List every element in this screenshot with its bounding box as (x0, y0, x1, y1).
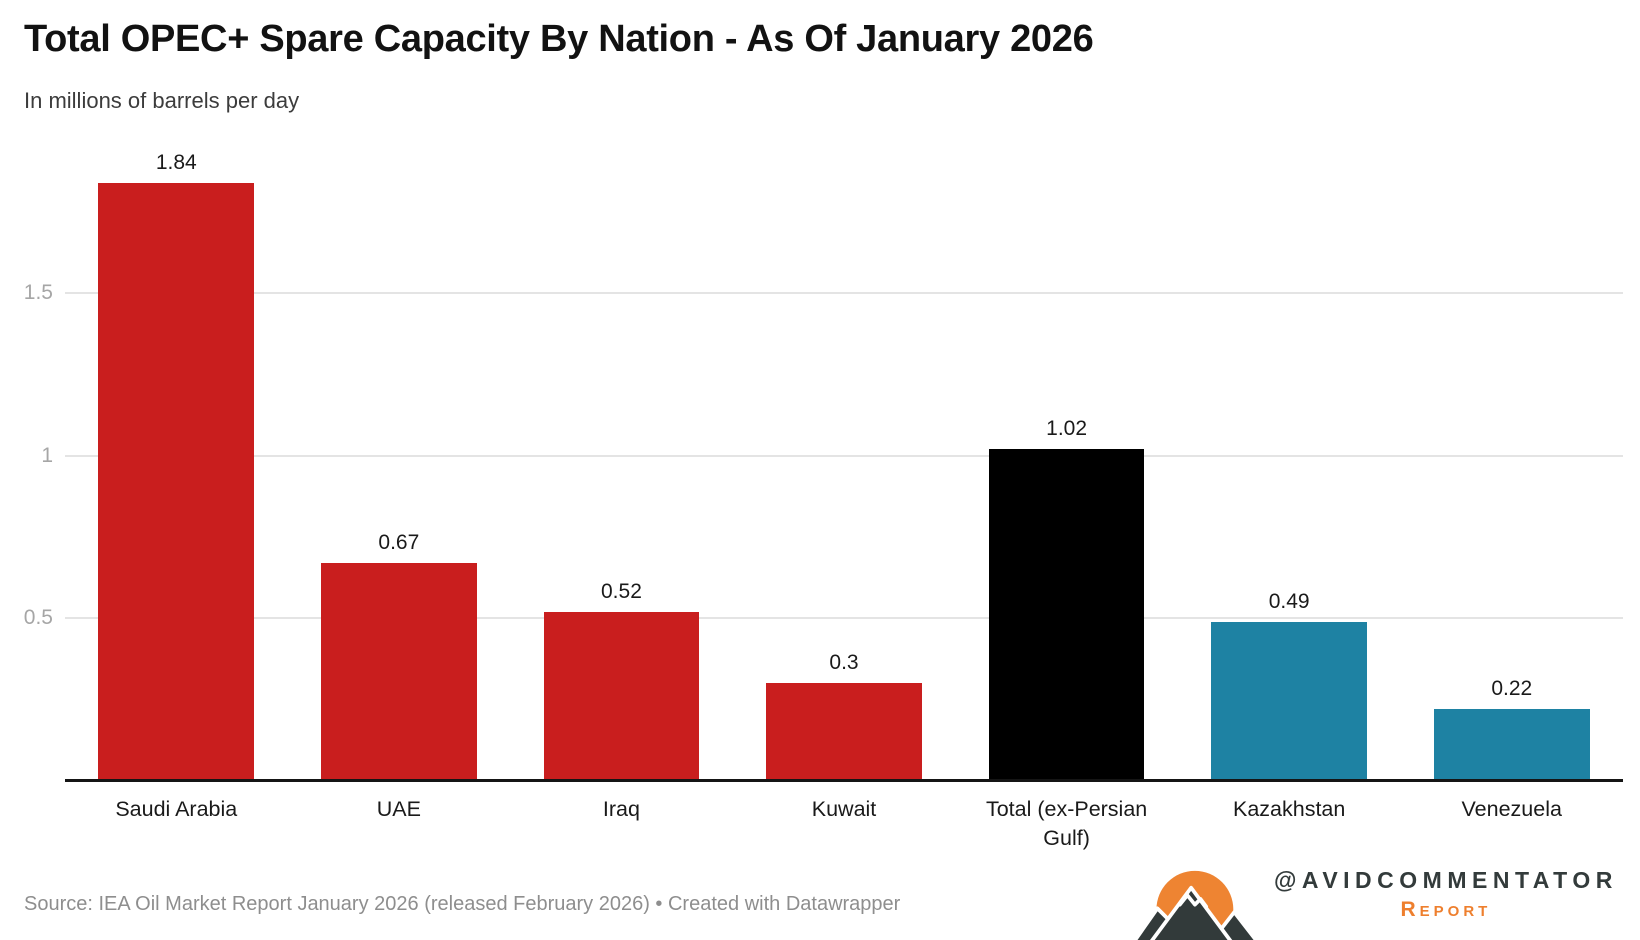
grid-layer: 0.5 1 1.5 (24, 150, 1623, 781)
bar (320, 563, 477, 781)
bar-column: 1.02 Total (ex-Persian Gulf) (955, 150, 1178, 850)
gridline: 1 (41, 444, 1623, 467)
bar-value-label: 0.22 (1491, 677, 1533, 701)
y-tick-label: 1 (41, 443, 53, 467)
bar-column: 0.49 Kazakhstan (1178, 150, 1401, 821)
bar-columns: 1.84 Saudi Arabia 0.67 UAE 0.52 Iraq 0.3… (65, 150, 1623, 850)
category-label: Saudi Arabia (115, 797, 238, 821)
category-label: Kazakhstan (1233, 797, 1346, 821)
category-label: Kuwait (811, 797, 877, 821)
bar (543, 611, 700, 781)
bar-column: 0.3 Kuwait (733, 150, 956, 821)
branding-handle: @AVIDCOMMENTATOR (1274, 867, 1618, 893)
gridline: 1.5 (24, 281, 1623, 304)
category-label: Iraq (602, 797, 640, 821)
bar-column: 0.22 Venezuela (1400, 150, 1623, 821)
sun-mountains-icon (1118, 853, 1268, 940)
bar-column: 0.67 UAE (288, 150, 511, 821)
x-axis-line (65, 779, 1623, 782)
bar (988, 449, 1145, 781)
bar-value-label: 0.49 (1268, 589, 1310, 613)
bar (766, 683, 922, 781)
bar-value-label: 0.3 (829, 651, 859, 675)
y-tick-label: 1.5 (23, 281, 53, 305)
source-note: Source: IEA Oil Market Report January 20… (24, 893, 901, 915)
branding-text: @AVIDCOMMENTATOR Report (1274, 853, 1618, 922)
bar (1211, 621, 1368, 781)
bar-value-label: 0.67 (378, 531, 420, 555)
bar (98, 182, 255, 781)
branding-block: @AVIDCOMMENTATOR Report (1118, 853, 1612, 940)
bar-value-label: 1.02 (1046, 417, 1088, 441)
bar-value-label: 1.84 (155, 150, 197, 174)
page-title: Total OPEC+ Spare Capacity By Nation - A… (24, 18, 1094, 60)
bar (1433, 709, 1590, 781)
category-label: Venezuela (1461, 797, 1562, 821)
branding-report-label: Report (1400, 898, 1492, 921)
bar-value-label: 0.52 (601, 579, 642, 603)
chart-subtitle: In millions of barrels per day (24, 88, 300, 113)
bar-column: 1.84 Saudi Arabia (65, 150, 288, 821)
plot-area: 0.5 1 1.5 1.84 Saudi Arabia 0.67 UAE 0.5… (24, 150, 1623, 850)
gridline: 0.5 (24, 606, 1623, 629)
bar-column: 0.52 Iraq (510, 150, 733, 821)
y-tick-label: 0.5 (23, 606, 53, 630)
category-label: Total (ex-Persian Gulf) (985, 797, 1148, 851)
category-label: UAE (376, 797, 421, 821)
